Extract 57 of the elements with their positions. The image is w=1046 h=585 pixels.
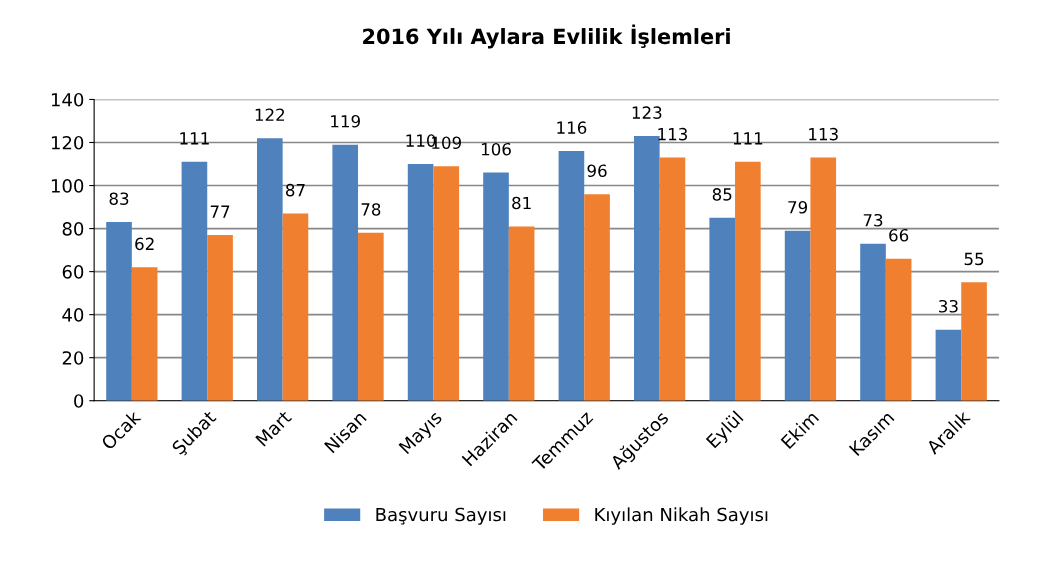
bar [257,138,283,401]
bar [181,161,208,401]
bar [358,232,384,401]
bar [709,217,736,401]
data-label: 79 [788,200,808,214]
bar [508,226,535,401]
data-label: 77 [210,205,230,218]
legend-label: Başvuru Sayısı [376,507,506,525]
data-label: 119 [331,114,360,128]
data-label: 83 [109,192,129,205]
data-label: 66 [889,228,909,242]
data-label: 123 [632,106,662,119]
data-label: 55 [964,252,984,266]
data-label: 85 [712,188,732,201]
bar [659,157,686,401]
chart-title: 2016 Yılı Aylara Evlilik İşlemleri [363,24,730,49]
bar [885,258,912,401]
y-tick-label: 0 [74,394,84,408]
data-label: 62 [135,237,154,251]
y-tick-label: 140 [51,92,84,107]
bar [584,194,610,401]
bar [810,157,837,401]
bar [735,161,761,401]
data-label: 111 [180,132,209,145]
legend-label: Kıyılan Nikah Sayısı [595,507,768,525]
bar [332,144,359,401]
bar [131,267,158,401]
bar [106,222,132,401]
y-tick-label: 120 [51,135,84,150]
bar [483,172,509,401]
data-label: 78 [361,203,381,216]
bar [935,329,962,401]
y-tick-label: 40 [62,308,84,322]
bar [784,230,811,401]
bar [860,243,886,401]
data-label: 113 [658,127,688,141]
data-label: 113 [809,127,838,141]
data-label: 116 [557,121,587,134]
bar [634,136,660,401]
y-tick-label: 60 [62,265,84,279]
data-label: 33 [939,299,958,313]
y-tick-label: 100 [51,178,84,193]
data-label: 87 [285,183,305,197]
y-tick-label: 80 [62,222,84,236]
bar [282,213,309,401]
data-label: 81 [512,196,531,210]
data-label: 96 [587,164,607,178]
y-tick-label: 20 [62,351,84,365]
bar [207,235,233,401]
data-label: 73 [863,213,883,227]
bar [961,282,987,401]
data-label: 106 [481,142,511,156]
bar [558,151,585,401]
data-label: 111 [733,132,763,145]
bar [433,166,460,401]
bar [407,164,434,401]
data-label: 122 [255,108,285,121]
